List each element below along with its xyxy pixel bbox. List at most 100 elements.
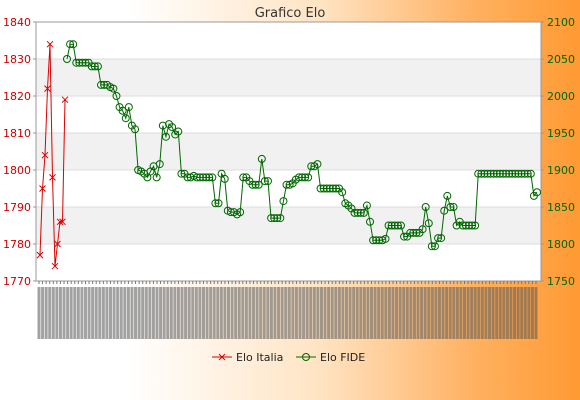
point-elo-fide[interactable] — [267, 214, 276, 223]
point-elo-fide[interactable] — [294, 173, 303, 182]
point-elo-fide[interactable] — [75, 58, 84, 67]
point-elo-fide[interactable] — [511, 169, 520, 178]
point-elo-fide[interactable] — [254, 180, 263, 189]
point-elo-fide[interactable] — [97, 80, 106, 89]
point-elo-fide[interactable] — [276, 214, 285, 223]
point-elo-fide[interactable] — [192, 173, 201, 182]
point-elo-fide[interactable] — [362, 201, 371, 210]
point-elo-fide[interactable] — [480, 169, 489, 178]
point-elo-fide[interactable] — [440, 206, 449, 215]
point-elo-italia[interactable] — [44, 85, 51, 92]
point-elo-fide[interactable] — [495, 169, 504, 178]
point-elo-italia[interactable] — [49, 174, 56, 181]
point-elo-fide[interactable] — [434, 234, 443, 243]
point-elo-fide[interactable] — [437, 234, 446, 243]
point-elo-italia[interactable] — [59, 218, 66, 226]
point-elo-fide[interactable] — [260, 177, 269, 186]
point-elo-fide[interactable] — [118, 106, 127, 115]
point-elo-italia[interactable] — [51, 262, 59, 270]
point-elo-fide[interactable] — [155, 160, 164, 169]
point-elo-fide[interactable] — [406, 228, 415, 237]
point-elo-fide[interactable] — [424, 219, 433, 228]
point-elo-fide[interactable] — [202, 173, 211, 182]
point-elo-fide[interactable] — [72, 58, 81, 67]
point-elo-fide[interactable] — [505, 169, 514, 178]
point-elo-italia[interactable] — [39, 185, 46, 192]
point-elo-fide[interactable] — [263, 177, 272, 186]
point-elo-fide[interactable] — [220, 174, 229, 183]
point-elo-fide[interactable] — [533, 188, 541, 197]
point-elo-fide[interactable] — [270, 214, 279, 223]
point-elo-fide[interactable] — [523, 169, 532, 178]
point-elo-fide[interactable] — [239, 173, 248, 182]
point-elo-fide[interactable] — [161, 132, 170, 141]
point-elo-fide[interactable] — [396, 221, 405, 230]
point-elo-fide[interactable] — [319, 184, 328, 193]
point-elo-fide[interactable] — [387, 221, 396, 230]
point-elo-fide[interactable] — [338, 188, 347, 197]
point-elo-fide[interactable] — [384, 221, 393, 230]
point-elo-fide[interactable] — [520, 169, 529, 178]
point-elo-fide[interactable] — [446, 203, 455, 211]
point-elo-fide[interactable] — [251, 180, 260, 189]
point-elo-fide[interactable] — [248, 180, 257, 189]
point-elo-fide[interactable] — [427, 242, 436, 251]
point-elo-fide[interactable] — [69, 40, 78, 49]
point-elo-fide[interactable] — [211, 199, 220, 208]
point-elo-fide[interactable] — [66, 40, 75, 49]
point-elo-fide[interactable] — [418, 225, 427, 234]
point-elo-italia[interactable] — [54, 240, 61, 248]
point-elo-fide[interactable] — [412, 228, 421, 237]
point-elo-fide[interactable] — [90, 62, 99, 71]
point-elo-fide[interactable] — [316, 184, 325, 193]
point-elo-fide[interactable] — [158, 121, 167, 130]
point-elo-fide[interactable] — [369, 236, 378, 245]
point-elo-fide[interactable] — [322, 184, 331, 193]
point-elo-fide[interactable] — [508, 169, 517, 178]
point-elo-fide[interactable] — [332, 184, 341, 193]
point-elo-fide[interactable] — [464, 221, 473, 230]
point-elo-fide[interactable] — [282, 180, 291, 189]
point-elo-fide[interactable] — [443, 191, 452, 200]
point-elo-fide[interactable] — [236, 208, 245, 217]
point-elo-fide[interactable] — [409, 228, 418, 237]
point-elo-fide[interactable] — [421, 203, 430, 211]
point-elo-italia[interactable] — [61, 96, 69, 104]
point-elo-fide[interactable] — [177, 169, 186, 178]
point-elo-italia[interactable] — [36, 251, 44, 259]
point-elo-fide[interactable] — [498, 169, 507, 178]
point-elo-italia[interactable] — [46, 40, 54, 48]
point-elo-fide[interactable] — [458, 221, 467, 230]
point-elo-fide[interactable] — [168, 123, 177, 132]
legend-item-elo-fide[interactable]: Elo FIDE — [296, 351, 365, 364]
point-elo-fide[interactable] — [393, 221, 402, 230]
point-elo-fide[interactable] — [328, 184, 337, 193]
point-elo-fide[interactable] — [205, 173, 214, 182]
point-elo-fide[interactable] — [489, 169, 498, 178]
point-elo-italia[interactable] — [41, 151, 49, 159]
point-elo-fide[interactable] — [461, 221, 470, 230]
point-elo-fide[interactable] — [112, 92, 121, 100]
point-elo-fide[interactable] — [208, 173, 217, 182]
point-elo-fide[interactable] — [304, 173, 313, 182]
legend-item-elo-italia[interactable]: Elo Italia — [212, 351, 283, 364]
point-elo-fide[interactable] — [517, 169, 526, 178]
point-elo-fide[interactable] — [93, 62, 102, 71]
point-elo-fide[interactable] — [313, 160, 322, 169]
point-elo-fide[interactable] — [109, 84, 118, 93]
point-elo-fide[interactable] — [477, 169, 486, 178]
point-elo-fide[interactable] — [400, 232, 409, 241]
point-elo-fide[interactable] — [514, 169, 523, 178]
point-elo-fide[interactable] — [381, 234, 390, 243]
point-elo-fide[interactable] — [257, 154, 266, 163]
point-elo-fide[interactable] — [359, 208, 368, 217]
point-elo-fide[interactable] — [81, 58, 90, 67]
point-elo-fide[interactable] — [87, 62, 96, 71]
point-elo-fide[interactable] — [474, 169, 483, 178]
point-elo-fide[interactable] — [131, 125, 140, 134]
point-elo-fide[interactable] — [449, 203, 458, 211]
point-elo-fide[interactable] — [273, 214, 282, 223]
point-elo-fide[interactable] — [486, 169, 495, 178]
point-elo-fide[interactable] — [356, 208, 365, 217]
point-elo-fide[interactable] — [350, 208, 359, 217]
